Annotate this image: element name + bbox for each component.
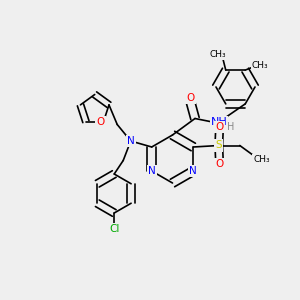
Text: S: S [215, 140, 222, 151]
Text: N: N [189, 166, 197, 176]
Text: O: O [186, 93, 195, 103]
Text: O: O [215, 159, 223, 170]
Text: N: N [127, 136, 135, 146]
Text: N: N [148, 166, 156, 176]
Text: CH₃: CH₃ [210, 50, 226, 59]
Text: H: H [227, 122, 234, 132]
Text: O: O [215, 122, 223, 132]
Text: NH: NH [211, 117, 227, 127]
Text: O: O [96, 117, 105, 127]
Text: CH₃: CH₃ [254, 154, 270, 164]
Text: CH₃: CH₃ [252, 61, 268, 70]
Text: Cl: Cl [109, 224, 119, 234]
